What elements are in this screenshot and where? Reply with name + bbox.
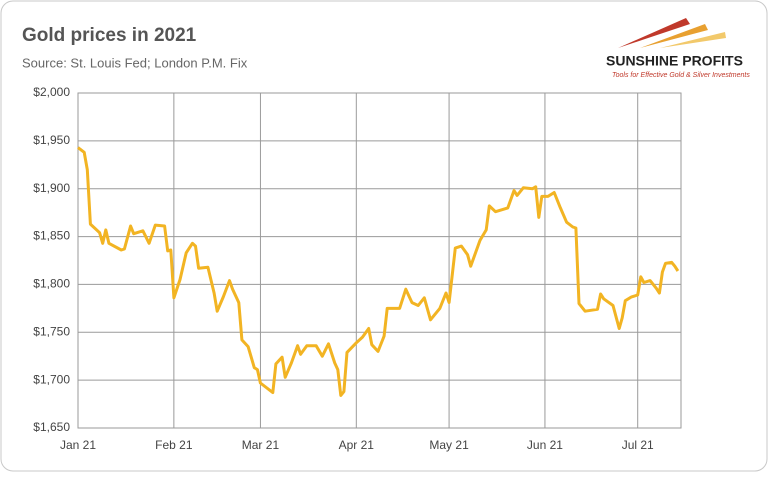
y-tick-label: $1,700 [33, 372, 70, 386]
y-tick-label: $1,650 [33, 420, 70, 434]
price-line [77, 146, 680, 397]
x-tick-label: Jan 21 [60, 438, 96, 452]
x-tick-label: Apr 21 [339, 438, 375, 452]
x-tick-label: May 21 [429, 438, 469, 452]
y-tick-label: $1,900 [33, 181, 70, 195]
logo-tagline: Tools for Effective Gold & Silver Invest… [612, 72, 750, 79]
logo: SUNSHINE PROFITS Tools for Effective Gol… [606, 18, 750, 79]
logo-ray [640, 24, 708, 48]
x-tick-label: Feb 21 [155, 438, 193, 452]
x-tick-label: Jul 21 [622, 438, 654, 452]
logo-ray [618, 18, 690, 48]
logo-ray [660, 32, 726, 48]
y-tick-label: $1,950 [33, 133, 70, 147]
y-tick-label: $1,800 [33, 277, 70, 291]
y-tick-label: $2,000 [33, 85, 70, 99]
x-tick-label: Jun 21 [527, 438, 563, 452]
chart-title: Gold prices in 2021 [22, 25, 197, 46]
logo-brand: SUNSHINE PROFITS [606, 53, 743, 69]
x-tick-label: Mar 21 [242, 438, 280, 452]
y-tick-label: $1,850 [33, 229, 70, 243]
y-tick-label: $1,750 [33, 324, 70, 338]
plot-frame [77, 92, 682, 429]
chart-subtitle: Source: St. Louis Fed; London P.M. Fix [22, 55, 248, 70]
